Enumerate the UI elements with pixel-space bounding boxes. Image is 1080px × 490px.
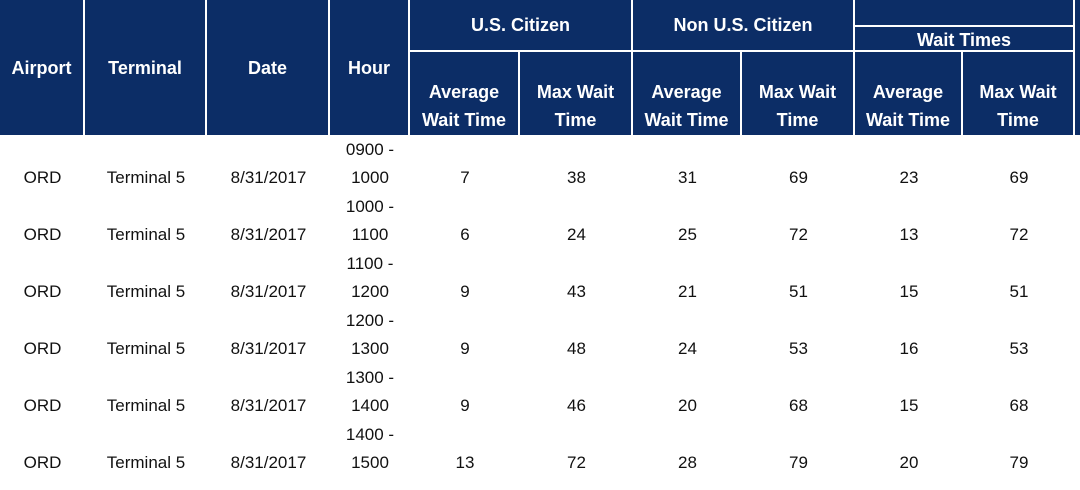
table-header [0,0,1080,135]
table-cell: 0900 - 1000 [345,140,395,187]
sub-header: Average Wait Time [855,52,963,135]
table-cell: 68 [789,396,808,415]
table-cell: 13 [455,453,475,472]
table-cell: 72 [789,225,808,244]
table-cell: 16 [899,339,919,358]
table-cell: 68 [1009,396,1029,415]
column-header: Hour [330,0,410,135]
table-cell: 8/31/2017 [230,168,307,187]
table-cell: 53 [789,339,808,358]
table-cell: 79 [1009,453,1029,472]
table-cell: 1000 - 1100 [345,197,395,244]
sub-header: Max Wait Time [520,52,633,135]
column-header: Terminal [85,0,207,135]
group-header-blank [855,0,1075,27]
table-cell: 51 [789,282,808,301]
table-cell: Terminal 5 [106,225,186,244]
table-cell: 24 [678,339,697,358]
table-cell: 51 [1009,282,1029,301]
table-cell: 15 [899,282,919,301]
table-cell: 69 [789,168,808,187]
table-cell: 72 [1009,225,1029,244]
group-subheader: Wait Times [855,27,1075,52]
group-header: Non U.S. Citizen [633,0,855,50]
table-cell: 1400 - 1500 [345,425,395,472]
table-cell: 28 [678,453,697,472]
sub-header: Average Wait Time [410,52,520,135]
header-rule [855,50,1075,52]
group-header: U.S. Citizen [410,0,633,50]
table-cell: ORD [23,396,62,415]
header-rule [855,25,1075,27]
table-cell: 21 [678,282,697,301]
table-cell: 24 [567,225,586,244]
table-cell: 69 [1009,168,1029,187]
table-cell: 53 [1009,339,1029,358]
table-cell: 8/31/2017 [230,396,307,415]
table-cell: Terminal 5 [106,396,186,415]
table-cell: 46 [567,396,586,415]
sub-header: Max Wait Time [742,52,855,135]
table-cell: 20 [899,453,919,472]
table-cell: Terminal 5 [106,453,186,472]
table-cell: 20 [678,396,697,415]
column-header: Airport [0,0,85,135]
table-cell: 7 [460,168,470,187]
table-cell: Terminal 5 [106,168,186,187]
table-cell: 9 [460,282,470,301]
table-cell: 1300 - 1400 [345,368,395,415]
column-header: Date [207,0,330,135]
table-cell: 9 [460,339,470,358]
table-cell: 25 [678,225,697,244]
table-cell: ORD [23,339,62,358]
table-cell: ORD [23,168,62,187]
table-cell: ORD [23,453,62,472]
table-cell: 8/31/2017 [230,339,307,358]
table-cell: Terminal 5 [106,339,186,358]
table-cell: 6 [460,225,470,244]
table-cell: 43 [567,282,586,301]
table-cell: 8/31/2017 [230,453,307,472]
sub-header: Average Wait Time [633,52,742,135]
table-cell: ORD [23,282,62,301]
table-cell: 48 [567,339,586,358]
table-cell: 8/31/2017 [230,225,307,244]
table-cell: 72 [567,453,586,472]
sub-header: Max Wait Time [963,52,1075,135]
table-cell: 9 [460,396,470,415]
table-cell: 1100 - 1200 [346,254,394,301]
table-cell: Terminal 5 [106,282,186,301]
table-cell: 13 [899,225,919,244]
table-cell: 79 [789,453,808,472]
table-cell: 8/31/2017 [230,282,307,301]
table-cell: 15 [899,396,919,415]
table-cell: ORD [23,225,62,244]
header-rule [410,50,633,52]
table-cell: 38 [567,168,586,187]
table-cell: 31 [678,168,697,187]
table-cell: 1200 - 1300 [345,311,395,358]
table-cell: 23 [899,168,919,187]
header-rule [633,50,855,52]
